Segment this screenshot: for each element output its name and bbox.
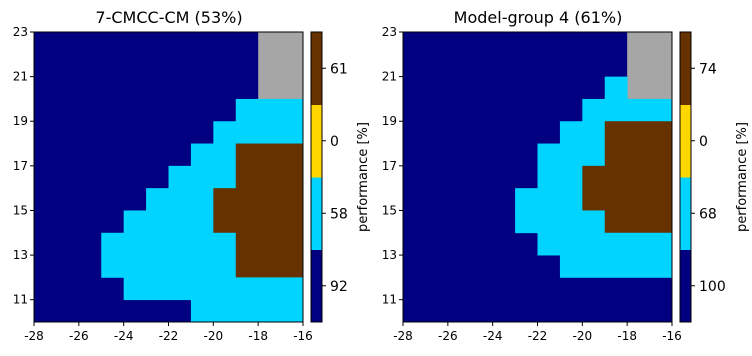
left-heatmap-cell-3 [190,143,237,167]
left-heatmap-cell-1 [235,98,304,122]
right-x-tick-label: -18 [617,329,637,343]
left-colorbar-frame [310,31,323,323]
right-x-axis: -28 -26 -24 -22 -20 -18 -16 [393,322,682,343]
right-colorbar-segment [680,177,691,250]
left-x-tick-label: -18 [248,329,268,343]
right-x-tick-label: -20 [573,329,593,343]
right-y-tick-label: 19 [382,114,397,128]
left-colorbar-tick-label: 58 [330,206,348,222]
right-heatmap-cell-11 [515,210,606,234]
left-y-tick-label: 23 [13,25,28,39]
right-heatmap-cell-13 [537,232,673,256]
left-y-tick-label: 13 [13,248,28,262]
left-heatmap-cell-16 [190,299,304,323]
right-colorbar-tick-label: 0 [699,134,708,150]
right-heatmap-cell-5 [537,143,606,167]
left-x-tick-label: -28 [24,329,44,343]
left-colorbar-label: performance [%] [356,122,371,232]
left-heatmap-cell-5 [168,165,237,189]
right-y-tick-label: 17 [382,159,397,173]
right-y-tick-label: 11 [382,293,397,307]
right-colorbar: 100 68 0 74 [679,31,726,323]
left-heatmap-cell-14 [235,255,304,278]
right-x-tick-label: -24 [483,329,503,343]
right-heatmap-cell-3 [559,121,606,144]
right-y-tick-label: 15 [382,203,397,217]
right-heatmap-cell-0 [627,32,673,100]
right-x-tick-label: -22 [528,329,548,343]
right-heatmap-cell-4 [604,121,673,144]
left-heatmap-cell-0 [258,32,304,100]
left-colorbar-tick-label: 92 [330,279,348,295]
left-y-tick-label: 21 [13,70,28,84]
left-heatmap-cell-12 [235,232,304,256]
right-heatmap-cell-8 [582,165,673,189]
right-heatmap-cell-7 [537,165,583,189]
left-heatmap-cell-9 [123,210,214,234]
left-heatmap-cell-6 [235,165,304,189]
right-y-tick-label: 23 [382,25,397,39]
right-heatmap-cell-12 [604,210,673,234]
right-x-tick-label: -16 [662,329,682,343]
left-y-tick-label: 19 [13,114,28,128]
left-x-tick-label: -22 [159,329,179,343]
left-heatmap-cell-13 [101,255,237,278]
left-colorbar-segment [311,177,322,250]
right-colorbar-segment [680,249,691,323]
left-plot-area [33,31,304,323]
left-heatmap-cell-7 [146,188,214,211]
left-colorbar-segment [311,32,322,105]
left-heatmap-cell-15 [123,277,304,301]
right-x-tick-label: -28 [393,329,413,343]
left-y-axis: 11 13 15 17 19 21 23 [13,25,34,307]
left-heatmap-cell-10 [213,210,304,234]
right-colorbar-tick-label: 68 [699,206,717,222]
left-heatmap-cell-2 [213,121,304,144]
left-colorbar-tick-label: 0 [330,134,339,150]
right-panel: Model-group 4 (61%) -28 -26 -24 -22 -20 -18 -1… [382,8,750,343]
left-colorbar-tick-label: 61 [330,61,348,77]
left-y-tick-label: 17 [13,159,28,173]
left-x-tick-label: -20 [204,329,224,343]
right-heatmap-cell-14 [559,255,673,278]
left-panel: 7-CMCC-CM (53%) -28 -26 -24 -22 -20 -18 -16 11… [13,8,371,343]
right-colorbar-tick-label: 74 [699,61,717,77]
right-heatmap-cell-1 [604,76,628,100]
right-plot-area [402,31,673,323]
right-heatmap-cell-2 [582,98,673,122]
left-heatmap-cell-11 [101,232,237,256]
right-colorbar-segment [680,32,691,105]
right-y-axis: 11 13 15 17 19 21 23 [382,25,403,307]
left-x-tick-label: -26 [69,329,89,343]
left-x-tick-label: -16 [293,329,313,343]
left-heatmap-cell-4 [235,143,304,167]
right-heatmap-cell-10 [582,188,673,211]
left-y-tick-label: 15 [13,203,28,217]
left-heatmap-cell-8 [213,188,304,211]
left-chart-title: 7-CMCC-CM (53%) [95,8,242,27]
right-chart-title: Model-group 4 (61%) [454,8,623,27]
right-colorbar-segment [680,104,691,178]
left-colorbar-segment [311,249,322,323]
right-colorbar-label: performance [%] [735,122,750,232]
right-heatmap-cell-6 [604,143,673,167]
left-y-tick-label: 11 [13,293,28,307]
right-colorbar-tick-label: 100 [699,279,726,295]
left-colorbar-segment [311,104,322,178]
right-y-tick-label: 13 [382,248,397,262]
right-x-tick-label: -26 [438,329,458,343]
right-heatmap-cell-9 [515,188,583,211]
left-x-tick-label: -24 [114,329,134,343]
left-x-axis: -28 -26 -24 -22 -20 -18 -16 [24,322,313,343]
left-colorbar: 92 58 0 61 [310,31,348,323]
right-y-tick-label: 21 [382,70,397,84]
right-colorbar-frame [679,31,692,323]
